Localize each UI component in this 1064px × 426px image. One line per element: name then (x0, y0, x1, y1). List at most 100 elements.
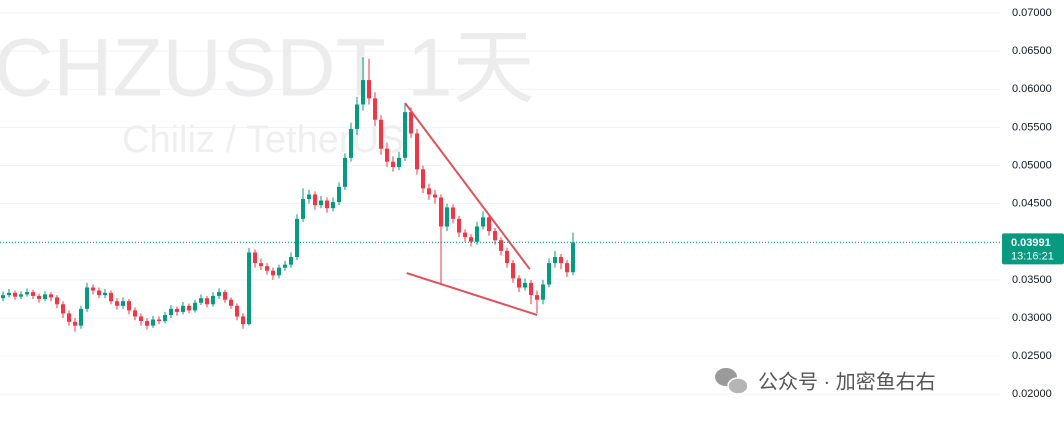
candle-body (253, 252, 257, 264)
candle-body (475, 226, 479, 242)
candle-body (187, 305, 191, 311)
overlay-text: 公众号 · 加密鱼右右 (758, 370, 936, 393)
candle-body (553, 257, 557, 264)
candle-body (271, 270, 275, 276)
candle-body (7, 292, 11, 296)
candle-body (13, 292, 17, 297)
candle-body (445, 207, 449, 227)
candle-body (235, 305, 239, 317)
candle-body (541, 284, 545, 300)
candle-body (385, 148, 389, 162)
trendline (404, 102, 531, 270)
candle-body (121, 301, 125, 306)
candle-body (97, 290, 101, 296)
candle-body (349, 128, 353, 158)
candle-body (163, 314, 167, 322)
y-tick-label: 0.04500 (1012, 198, 1052, 210)
candle-body (469, 237, 473, 242)
candle-body (415, 133, 419, 170)
candle-body (37, 295, 41, 299)
watermark: CHZUSDT 1天 (0, 23, 535, 114)
candle-body (487, 217, 491, 232)
candle-body (433, 194, 437, 198)
candle-body (241, 316, 245, 325)
candle-body (19, 294, 23, 297)
candle-body (91, 287, 95, 291)
candle-body (193, 302, 197, 311)
candle-body (289, 257, 293, 265)
candle-body (175, 308, 179, 312)
candle-body (133, 310, 137, 317)
candles (0, 57, 1000, 332)
candle-body (307, 194, 311, 200)
y-tick-label: 0.07000 (1012, 7, 1052, 19)
candle-body (85, 287, 89, 309)
candle-body (337, 186, 341, 203)
candle-body (559, 257, 563, 264)
candle-body (259, 263, 263, 267)
candle-body (517, 278, 521, 288)
candle-body (565, 263, 569, 273)
candle-body (511, 263, 515, 279)
candle-body (277, 267, 281, 276)
candle-body (571, 242, 575, 273)
candle-body (313, 194, 317, 206)
candle-body (67, 313, 71, 322)
countdown-label: 13:16:21 (1011, 250, 1054, 262)
candle-body (421, 169, 425, 189)
candle-body (481, 217, 485, 227)
y-tick-label: 0.02000 (1012, 388, 1052, 400)
candle-body (169, 308, 173, 315)
candle-body (127, 301, 131, 311)
candle-body (55, 297, 59, 305)
candle-body (265, 266, 269, 271)
candle-body (301, 199, 305, 219)
candle-body (523, 282, 527, 288)
candle-body (151, 319, 155, 326)
y-tick-label: 0.06000 (1012, 83, 1052, 95)
candle-body (397, 157, 401, 168)
candle-body (61, 304, 65, 314)
last-price-label: 0.03991 (1011, 237, 1051, 249)
y-tick-label: 0.02500 (1012, 350, 1052, 362)
candle-body (331, 202, 335, 209)
y-tick-label: 0.05000 (1012, 159, 1052, 171)
candle-body (73, 321, 77, 326)
candle-body (361, 80, 365, 105)
candle-body (343, 157, 347, 187)
candle-body (103, 292, 107, 296)
candle-body (529, 282, 533, 296)
candle-body (535, 295, 539, 300)
y-tick-label: 0.03500 (1012, 274, 1052, 286)
candle-body (355, 104, 359, 129)
candle-body (217, 292, 221, 296)
candle-body (145, 321, 149, 326)
candle-body (199, 298, 203, 303)
candle-body (229, 299, 233, 306)
candle-body (319, 200, 323, 206)
candle-body (1, 295, 5, 299)
candle-body (25, 292, 29, 295)
candle-body (439, 197, 443, 227)
candle-body (31, 292, 35, 296)
candle-body (451, 207, 455, 219)
candle-body (283, 264, 287, 268)
candle-body (49, 294, 53, 298)
candle-body (205, 298, 209, 305)
candle-body (505, 250, 509, 264)
price-axis: 0.020000.025000.030000.035000.040000.045… (1002, 7, 1064, 400)
candle-body (115, 301, 119, 306)
wechat-overlay: 公众号 · 加密鱼右右 (715, 368, 936, 395)
candle-body (463, 232, 467, 238)
last-price-box (1002, 233, 1064, 265)
y-tick-label: 0.03000 (1012, 312, 1052, 324)
candle-body (427, 188, 431, 195)
candle-body (499, 240, 503, 251)
candle-body (79, 308, 83, 326)
candle-body (547, 263, 551, 285)
candle-body (391, 161, 395, 168)
wechat-icon (727, 377, 749, 395)
candle-body (211, 295, 215, 305)
